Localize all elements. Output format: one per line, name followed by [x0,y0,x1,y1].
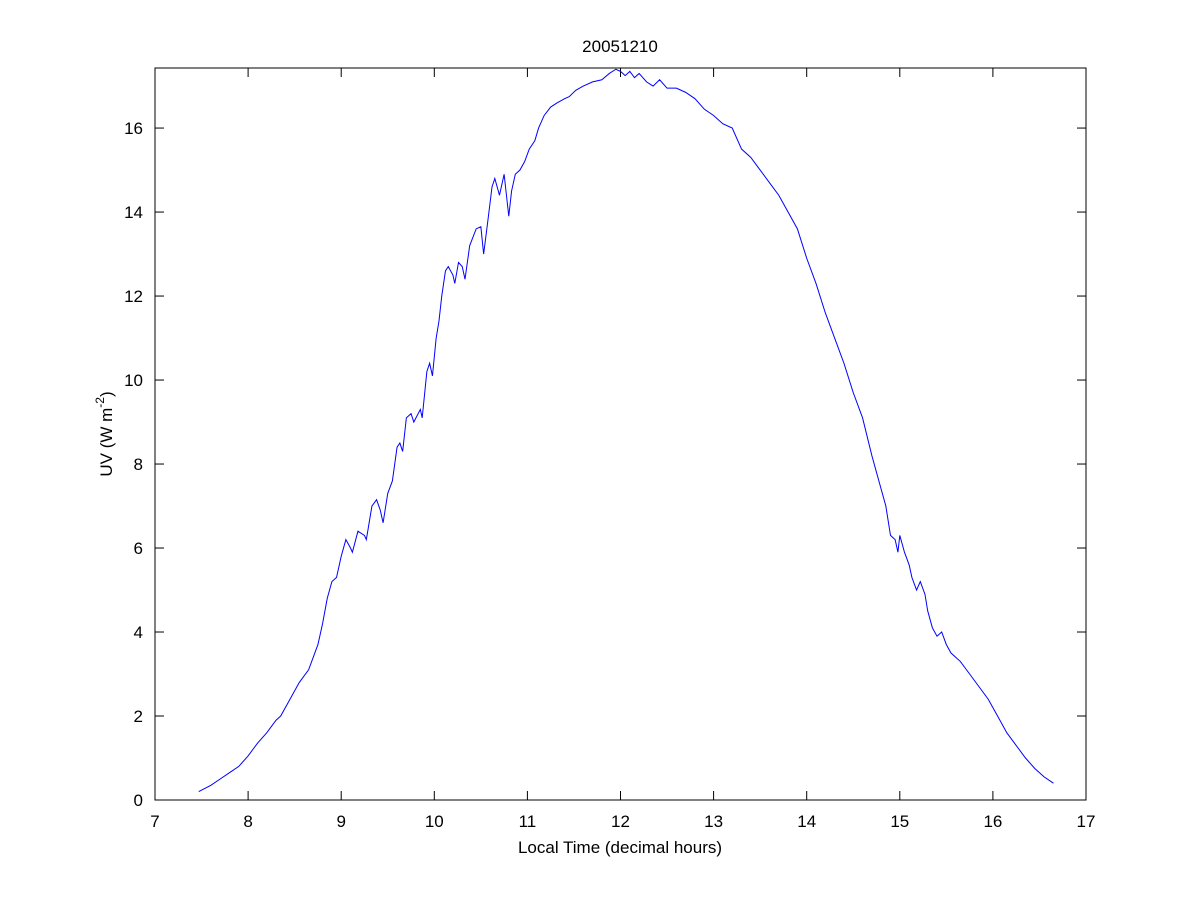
y-axis-label: UV (W m-2) [93,391,116,476]
y-label-text: UV (W m [97,408,116,477]
y-tick-label: 14 [124,203,143,222]
chart-title: 20051210 [582,37,658,56]
x-tick-label: 17 [1077,812,1096,831]
x-tick-label: 12 [611,812,630,831]
x-tick-label: 14 [797,812,816,831]
y-tick-label: 4 [134,623,143,642]
y-tick-label: 0 [134,791,143,810]
x-tick-label: 16 [983,812,1002,831]
y-tick-label: 2 [134,707,143,726]
y-tick-label: 6 [134,539,143,558]
data-line [198,68,1054,793]
y-tick-label: 8 [134,455,143,474]
y-label-end: ) [97,391,116,397]
y-label-sup: -2 [93,397,107,408]
x-tick-label: 8 [243,812,252,831]
x-tick-label: 11 [519,812,537,831]
x-tick-label: 10 [425,812,444,831]
y-tick-label: 10 [124,371,143,390]
x-tick-label: 9 [336,812,345,831]
x-tick-label: 13 [704,812,723,831]
x-tick-label: 7 [150,812,159,831]
x-axis-label: Local Time (decimal hours) [518,838,722,857]
y-tick-label: 12 [124,287,143,306]
y-tick-label: 16 [124,119,143,138]
x-tick-label: 15 [890,812,909,831]
